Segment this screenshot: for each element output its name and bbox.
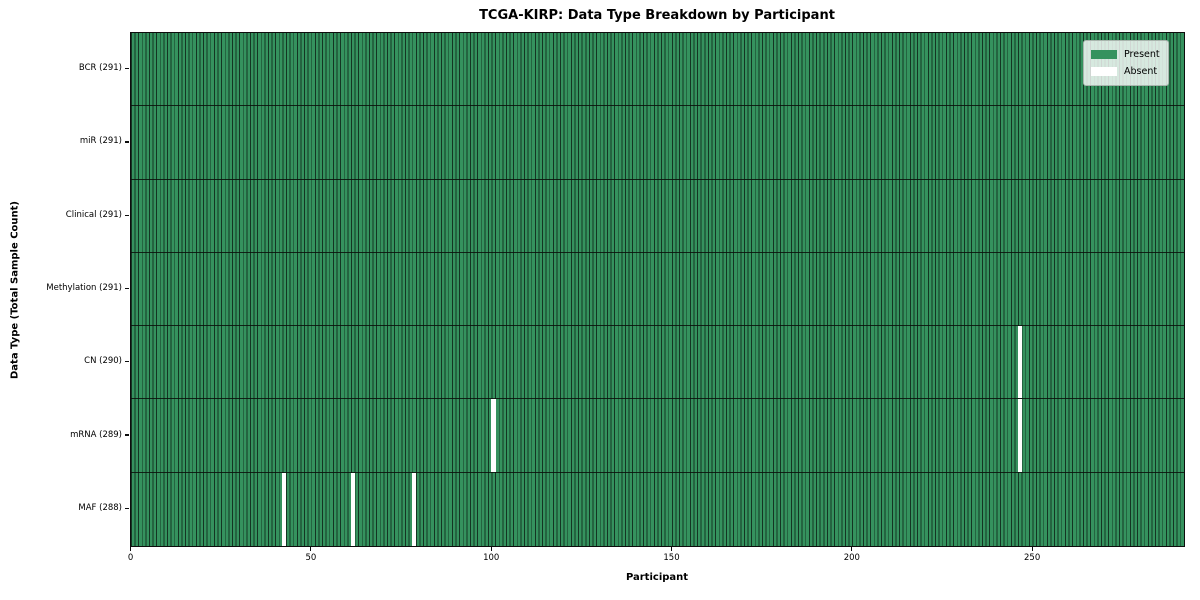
absent-gap-mRNA-246 bbox=[1017, 399, 1023, 472]
xtick-mark-200 bbox=[851, 547, 853, 551]
xtick-label-100: 100 bbox=[483, 553, 500, 563]
xtick-mark-100 bbox=[490, 547, 492, 551]
row-CN bbox=[131, 326, 1184, 400]
row-Methylation bbox=[131, 252, 1184, 327]
ytick-mark-Methylation bbox=[125, 287, 129, 290]
ytick-mark-mRNA bbox=[125, 434, 129, 436]
xtick-label-250: 250 bbox=[1024, 553, 1041, 563]
absent-gap-MAF-78 bbox=[411, 472, 417, 546]
row-mRNA bbox=[131, 399, 1184, 473]
absent-gap-MAF-61 bbox=[350, 472, 355, 546]
legend: Present Absent bbox=[1083, 40, 1169, 86]
ytick-mark-MAF bbox=[125, 507, 129, 509]
plot-area bbox=[130, 32, 1185, 547]
xtick-label-50: 50 bbox=[305, 553, 317, 563]
ytick-label-MAF: MAF (288) bbox=[78, 502, 122, 513]
ytick-mark-Clinical bbox=[125, 214, 129, 216]
xtick-label-0: 0 bbox=[127, 553, 134, 563]
ytick-label-mRNA: mRNA (289) bbox=[70, 429, 122, 440]
ytick-label-miR: miR (291) bbox=[79, 136, 122, 147]
xtick-mark-0 bbox=[130, 547, 132, 551]
chart-title: TCGA-KIRP: Data Type Breakdown by Partic… bbox=[479, 8, 835, 23]
present-swatch-icon bbox=[1091, 50, 1117, 59]
absent-swatch-icon bbox=[1091, 67, 1117, 76]
xtick-label-150: 150 bbox=[663, 553, 680, 563]
ytick-label-CN: CN (290) bbox=[84, 356, 122, 367]
legend-label-present: Present bbox=[1124, 49, 1160, 60]
ytick-mark-miR bbox=[125, 141, 129, 143]
row-Clinical bbox=[131, 179, 1184, 253]
absent-gap-mRNA-100 bbox=[491, 399, 496, 472]
xtick-mark-50 bbox=[310, 547, 312, 551]
legend-item-absent: Absent bbox=[1091, 63, 1161, 80]
absent-gap-CN-246 bbox=[1017, 326, 1023, 399]
row-miR bbox=[131, 106, 1184, 180]
ytick-label-BCR: BCR (291) bbox=[78, 63, 122, 74]
ytick-mark-BCR bbox=[125, 68, 129, 70]
xtick-mark-150 bbox=[670, 547, 673, 551]
xtick-label-200: 200 bbox=[843, 553, 860, 563]
ytick-label-Methylation: Methylation (291) bbox=[46, 283, 122, 293]
ytick-label-Clinical: Clinical (291) bbox=[65, 209, 122, 220]
absent-gap-MAF-42 bbox=[282, 472, 287, 546]
x-axis-title: Participant bbox=[625, 572, 689, 583]
legend-item-present: Present bbox=[1091, 46, 1161, 63]
legend-label-absent: Absent bbox=[1124, 66, 1158, 77]
xtick-mark-250 bbox=[1031, 547, 1033, 551]
row-BCR bbox=[131, 33, 1184, 107]
ytick-mark-CN bbox=[125, 361, 129, 363]
row-MAF bbox=[131, 472, 1184, 546]
